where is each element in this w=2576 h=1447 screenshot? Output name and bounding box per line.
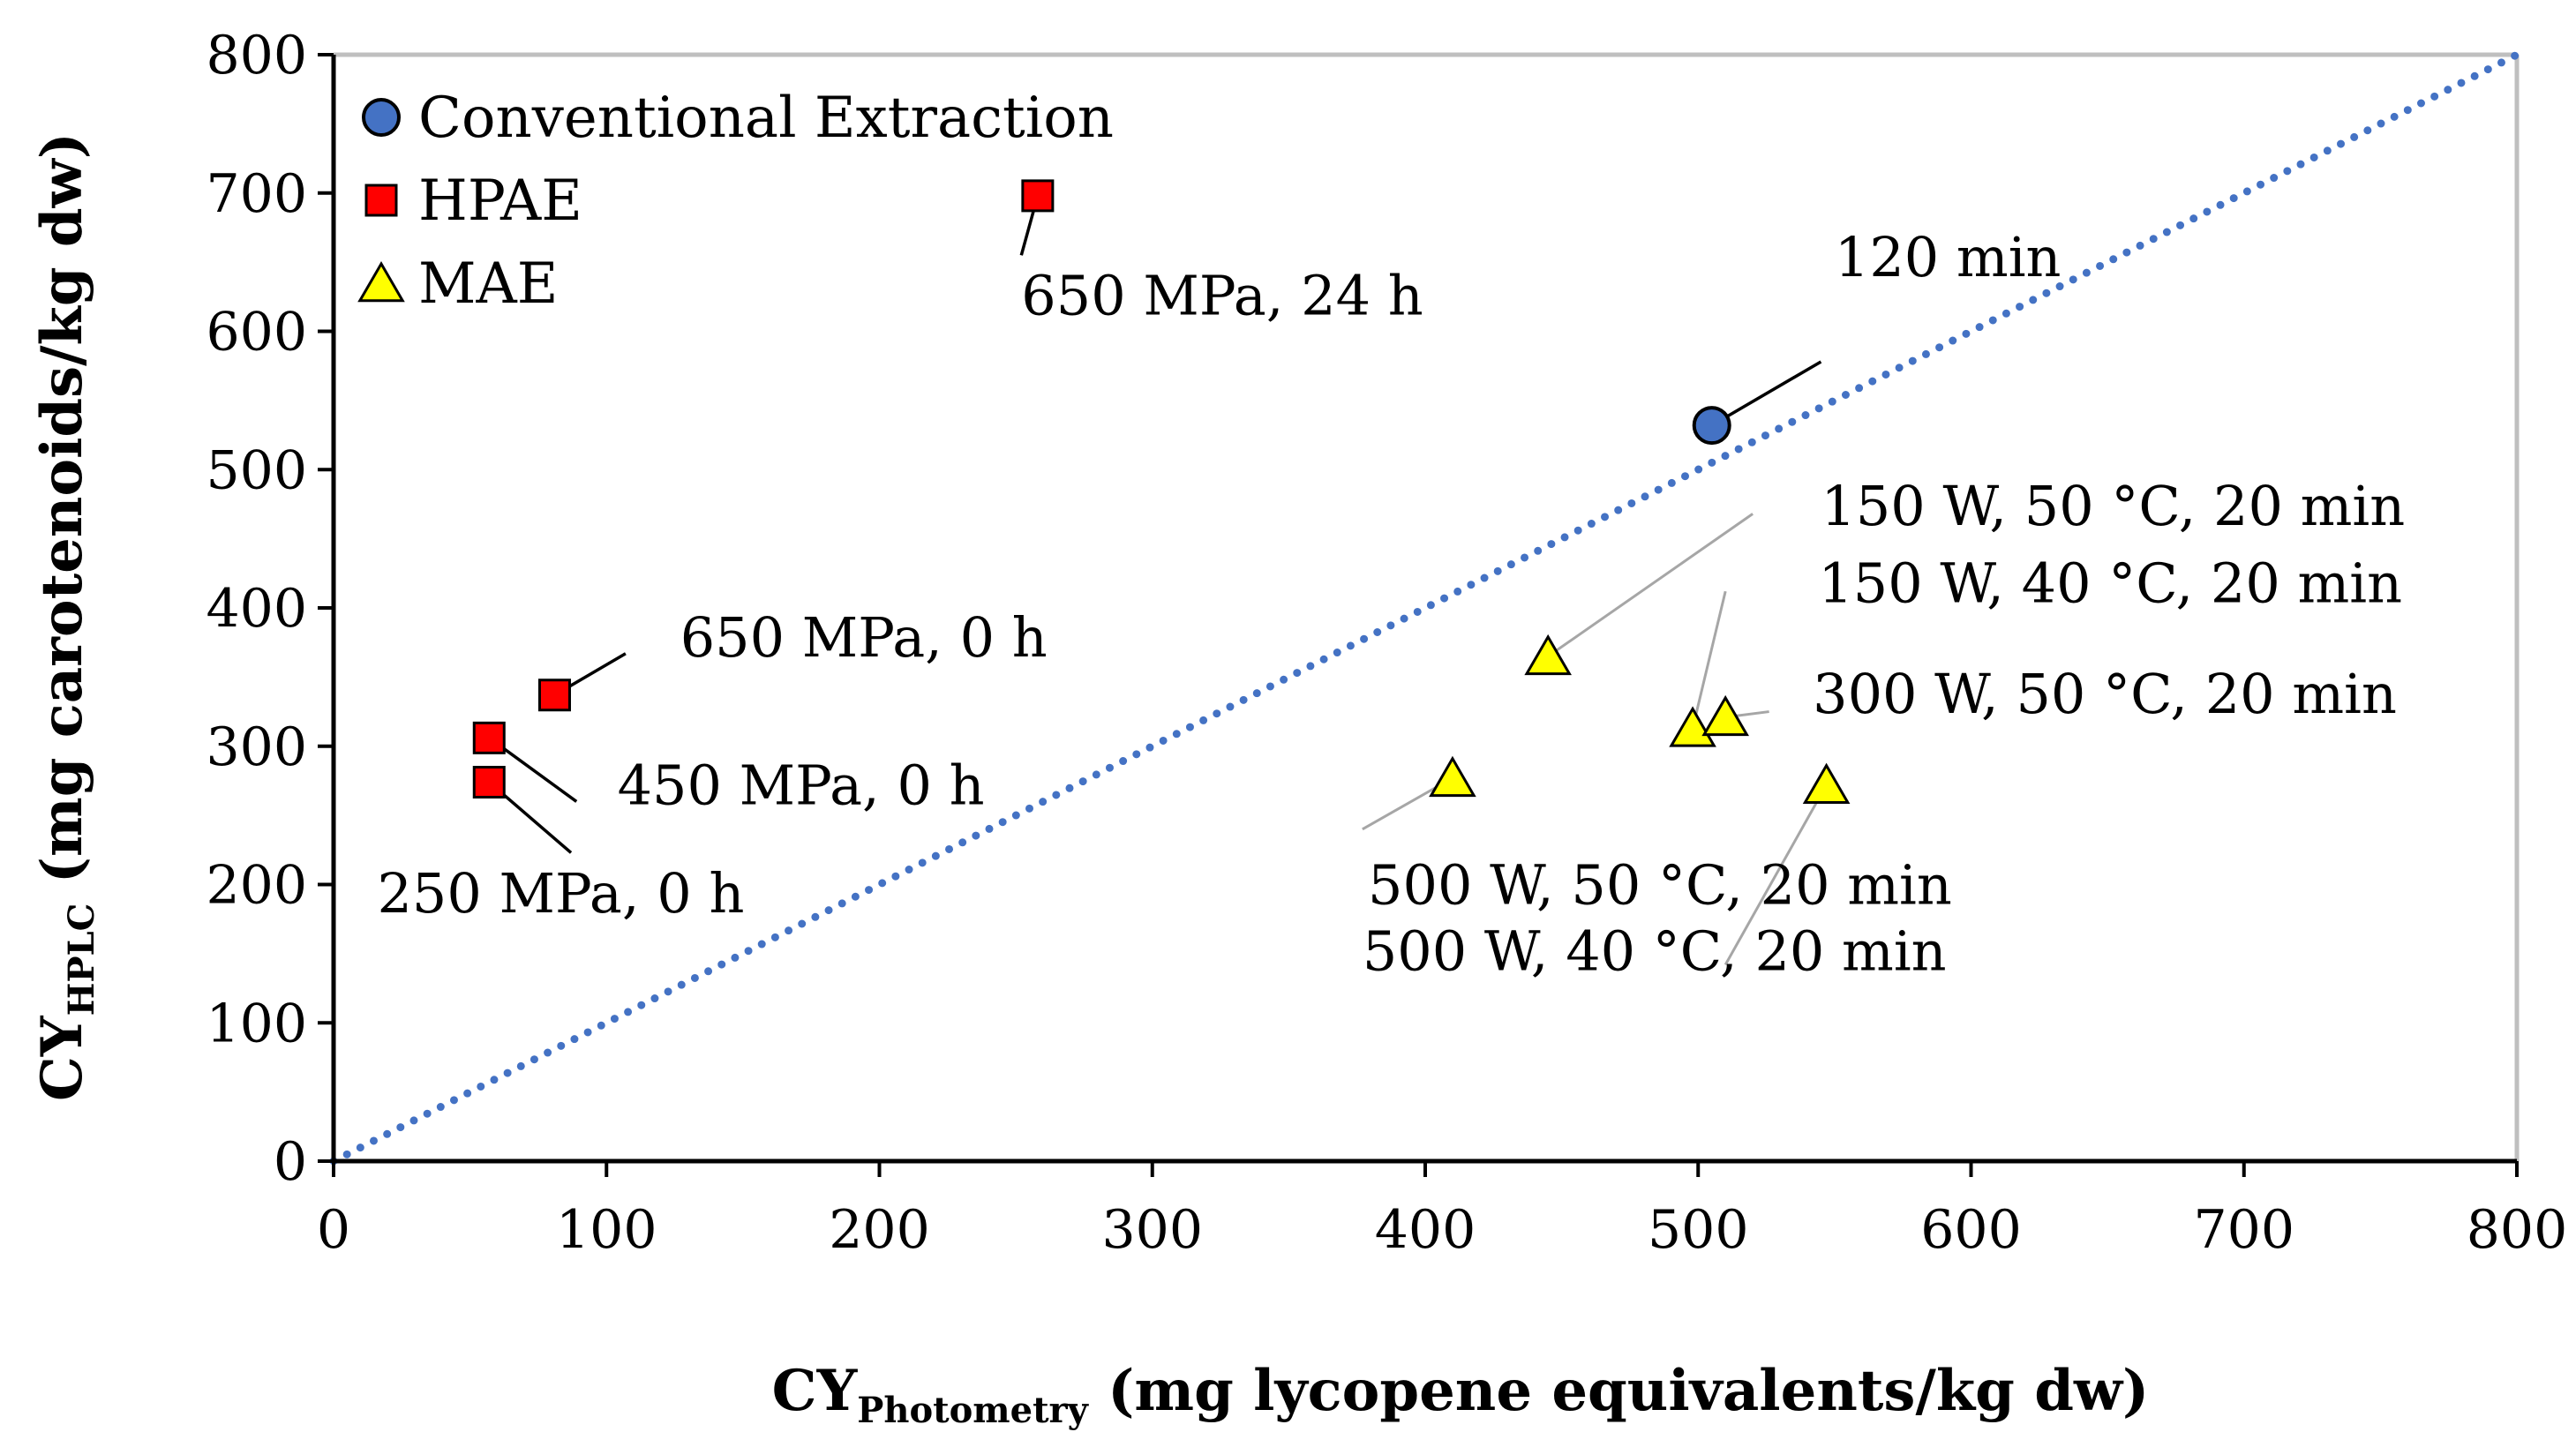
data-point-annotation: 150 W, 40 °C, 20 min	[1818, 551, 2402, 616]
triangle-data-point	[1524, 634, 1572, 676]
y-tick-label: 100	[206, 993, 307, 1054]
x-axis-title: CYPhotometry (mg lycopene equivalents/kg…	[772, 1358, 2150, 1431]
annotation-leader-line	[1691, 590, 1727, 729]
x-tick-label: 0	[317, 1199, 350, 1261]
x-tick-label: 100	[556, 1199, 657, 1261]
data-point-annotation: 500 W, 40 °C, 20 min	[1363, 919, 1947, 984]
axes-layer: 0 100 200 300 400 500 600 700 800 0 100 200 300 400 50…	[206, 25, 2567, 1261]
annotation-labels: 120 min 650 MPa, 24 h 650 MPa, 0 h 450 MPa,…	[377, 225, 2405, 984]
y-tick-label: 600	[206, 302, 307, 364]
square-data-point	[472, 766, 506, 799]
legend-triangle-symbol	[357, 261, 405, 303]
x-tick-label: 800	[2467, 1199, 2568, 1261]
y-tick-label: 500	[206, 439, 307, 501]
triangle-data-point	[1802, 762, 1851, 804]
square-data-point	[537, 679, 571, 712]
legend-circle-symbol	[362, 98, 401, 137]
legend-entry-label: HPAE	[418, 169, 582, 234]
circle-data-point	[1692, 406, 1731, 446]
x-tick-label: 600	[1920, 1199, 2022, 1261]
legend-entry-label: Conventional Extraction	[418, 86, 1114, 151]
data-point-annotation: 650 MPa, 24 h	[1021, 264, 1423, 328]
square-data-point	[1021, 179, 1055, 213]
x-tick-label: 500	[1648, 1199, 1749, 1261]
legend-entry-label: MAE	[418, 251, 558, 317]
reference-line-y-equals-x	[329, 50, 2521, 1166]
data-point-annotation: 300 W, 50 °C, 20 min	[1813, 662, 2397, 726]
triangle-data-point	[1669, 706, 1716, 747]
y-axis-title: CYHPLC (mg carotenoids/kg dw)	[29, 132, 102, 1101]
y-tick-label: 0	[274, 1131, 307, 1193]
plot-frame	[334, 52, 2520, 1161]
y-tick-label: 200	[206, 855, 307, 917]
data-point-annotation: 250 MPa, 0 h	[377, 861, 744, 926]
y-tick-label: 700	[206, 163, 307, 225]
x-tick-label: 200	[829, 1199, 930, 1261]
y-tick-label: 300	[206, 716, 307, 778]
axis-titles: CYPhotometry (mg lycopene equivalents/kg…	[29, 132, 2149, 1431]
annotation-leader-line	[1724, 783, 1828, 966]
legend-square-symbol	[364, 184, 398, 217]
data-point-annotation: 120 min	[1835, 225, 2062, 289]
triangle-data-point	[1429, 755, 1476, 798]
y-tick-label: 800	[206, 25, 307, 86]
x-tick-label: 300	[1101, 1199, 1203, 1261]
data-point-annotation: 650 MPa, 0 h	[680, 605, 1048, 670]
x-tick-label: 700	[2193, 1199, 2294, 1261]
y-tick-label: 400	[206, 578, 307, 640]
square-data-point	[472, 721, 506, 754]
data-markers	[472, 179, 1851, 804]
triangle-data-point	[1701, 694, 1749, 737]
data-point-annotation: 150 W, 50 °C, 20 min	[1821, 474, 2405, 538]
legend: Conventional Extraction HPAE MAE	[357, 86, 1114, 317]
data-point-annotation: 450 MPa, 0 h	[618, 753, 985, 818]
annotation-leader-line	[1547, 513, 1754, 658]
x-tick-label: 400	[1375, 1199, 1476, 1261]
data-point-annotation: 500 W, 50 °C, 20 min	[1368, 852, 1952, 917]
reference-line-layer	[329, 50, 2521, 1166]
annotation-leader-line	[1710, 360, 1822, 427]
